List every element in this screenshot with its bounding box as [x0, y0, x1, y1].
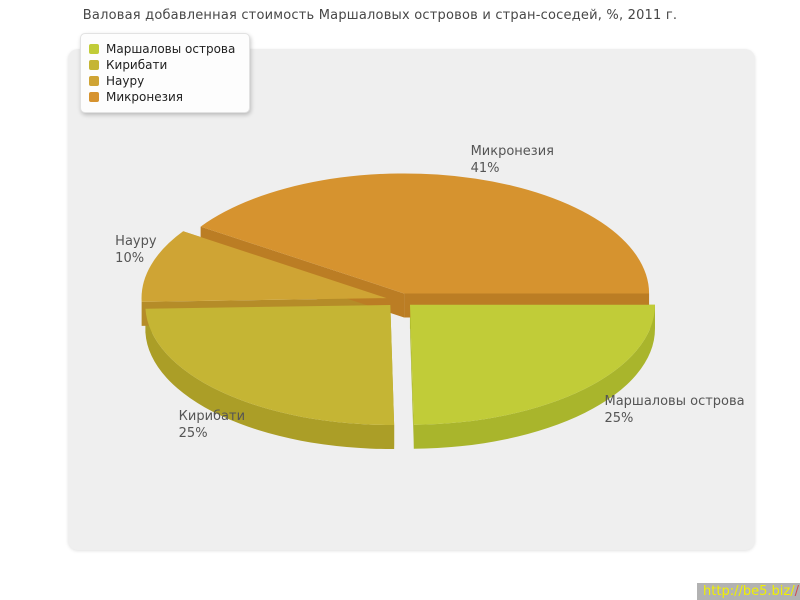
watermark-url: http://be5.biz [703, 584, 791, 599]
slice-label-name: Маршаловы острова [604, 394, 745, 410]
pie-slice-marshall-islands-rim [413, 304, 655, 449]
legend-swatch [89, 76, 99, 86]
watermark-url-slash: / [790, 584, 795, 599]
legend-item-kiribati[interactable]: Кирибати [89, 57, 235, 73]
watermark-accent: / [794, 584, 799, 599]
slice-label-percent: 10% [115, 250, 145, 266]
watermark-link[interactable]: http://be5.biz// [697, 583, 800, 600]
pie-slice-nauru[interactable] [141, 231, 387, 302]
slice-label-name: Микронезия [470, 143, 554, 159]
slice-label-percent: 41% [470, 160, 500, 176]
pie-slice-kiribati-rim [145, 308, 395, 449]
slice-label-kiribati: Кирибати 25% [179, 408, 245, 442]
slice-label-percent: 25% [178, 426, 208, 442]
slice-label-name: Кирибати [178, 409, 246, 425]
legend-label: Микронезия [106, 90, 183, 104]
legend: Маршаловы острова Кирибати Науру Микронезия [80, 33, 251, 113]
legend-item-nauru[interactable]: Науру [89, 73, 235, 89]
slice-label-name: Науру [115, 233, 157, 249]
legend-label: Науру [106, 74, 145, 88]
pie-slice-marshall-islands-wall-end [409, 304, 414, 449]
slice-label-nauru: Науру 10% [115, 233, 156, 267]
pie-slice-marshall-islands[interactable] [409, 304, 655, 425]
legend-swatch [89, 44, 99, 54]
legend-swatch [89, 60, 99, 70]
pie-slice-micronesia[interactable] [200, 173, 650, 294]
chart-title: Валовая добавленная стоимость Маршаловых… [82, 8, 678, 23]
legend-label: Кирибати [106, 58, 168, 72]
legend-label: Маршаловы острова [106, 42, 236, 56]
legend-swatch [89, 92, 99, 102]
legend-item-micronesia[interactable]: Микронезия [89, 89, 235, 105]
legend-item-marshall-islands[interactable]: Маршаловы острова [89, 41, 235, 57]
pie-slice-kiribati[interactable] [145, 304, 395, 425]
slice-label-marshall-islands: Маршаловы острова 25% [605, 393, 745, 427]
slice-label-micronesia: Микронезия 41% [471, 143, 554, 177]
slice-label-percent: 25% [604, 411, 634, 427]
